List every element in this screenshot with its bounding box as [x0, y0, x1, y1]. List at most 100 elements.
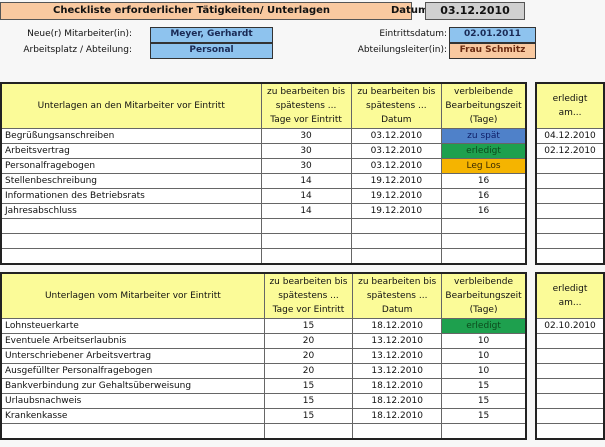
status-cell: 15 — [441, 378, 527, 394]
table-row — [535, 423, 605, 440]
item-name: Informationen des Betriebsrats — [0, 188, 262, 204]
table-row: Arbeitsvertrag 30 03.12.2010 erledigt — [0, 143, 527, 159]
tage-cell[interactable]: 15 — [263, 318, 354, 334]
erledigt-cell[interactable]: 02.12.2010 — [535, 143, 605, 159]
erledigt-cell[interactable] — [535, 233, 605, 249]
table-title: Unterlagen an den Mitarbeiter vor Eintri… — [0, 82, 262, 129]
item-name — [0, 218, 262, 234]
table-row: Ausgefüllter Personalfragebogen 20 13.12.2… — [0, 363, 527, 379]
item-name — [0, 233, 262, 249]
column-header: zu bearbeiten bis spätestens ... Datum — [352, 272, 443, 319]
table-row: Unterschriebener Arbeitsvertrag 20 13.12.2… — [0, 348, 527, 364]
tage-cell[interactable]: 15 — [263, 408, 354, 424]
erledigt-cell[interactable] — [535, 363, 605, 379]
leiter-field[interactable]: Frau Schmitz — [449, 43, 536, 59]
table-row: Personalfragebogen 30 03.12.2010 Leg Los — [0, 158, 527, 174]
datum-label: Datum: — [391, 5, 433, 16]
page-title: Checkliste erforderlicher Tätigkeiten/ U… — [53, 5, 331, 16]
item-name — [0, 423, 265, 440]
item-name: Bankverbindung zur Gehaltsüberweisung — [0, 378, 265, 394]
table-row — [535, 378, 605, 394]
abteilung-field[interactable]: Personal — [150, 43, 273, 59]
tage-cell[interactable]: 14 — [260, 173, 352, 189]
erledigt-cell[interactable] — [535, 333, 605, 349]
datum-cell: 03.12.2010 — [350, 158, 443, 174]
status-cell: 10 — [441, 348, 527, 364]
tage-cell[interactable] — [260, 233, 352, 249]
status-cell: 15 — [441, 408, 527, 424]
tage-cell[interactable]: 15 — [263, 393, 354, 409]
tage-cell[interactable] — [260, 218, 352, 234]
table-row: Urlaubsnachweis 15 18.12.2010 15 — [0, 393, 527, 409]
erledigt-cell[interactable] — [535, 158, 605, 174]
erledigt-cell[interactable] — [535, 408, 605, 424]
table-row: Bankverbindung zur Gehaltsüberweisung 15 1… — [0, 378, 527, 394]
status-cell: erledigt — [441, 143, 527, 159]
erledigt-cell[interactable] — [535, 188, 605, 204]
erledigt-table-2: erledigt am... 02.10.2010 — [535, 272, 605, 440]
erledigt-cell[interactable] — [535, 393, 605, 409]
table-row — [535, 408, 605, 424]
table-row — [0, 233, 527, 249]
status-cell — [441, 218, 527, 234]
tage-cell[interactable]: 14 — [260, 188, 352, 204]
datum-cell: 19.12.2010 — [350, 203, 443, 219]
tage-cell[interactable]: 15 — [263, 378, 354, 394]
erledigt-cell[interactable] — [535, 423, 605, 440]
tage-cell[interactable] — [260, 248, 352, 265]
status-cell: zu spät — [441, 128, 527, 144]
status-cell: erledigt — [441, 318, 527, 334]
mitarbeiter-label: Neue(r) Mitarbeiter(in): — [27, 29, 132, 39]
table-row — [535, 393, 605, 409]
datum-value[interactable]: 03.12.2010 — [425, 2, 525, 20]
datum-cell — [352, 423, 443, 440]
tage-cell[interactable]: 20 — [263, 348, 354, 364]
tage-cell[interactable]: 30 — [260, 128, 352, 144]
tage-cell[interactable]: 20 — [263, 333, 354, 349]
eintritt-label: Eintrittsdatum: — [379, 29, 447, 39]
erledigt-cell[interactable] — [535, 378, 605, 394]
column-header: verbleibende Bearbeitungszeit (Tage) — [441, 272, 527, 319]
datum-cell: 13.12.2010 — [352, 363, 443, 379]
item-name: Unterschriebener Arbeitsvertrag — [0, 348, 265, 364]
table-row — [535, 173, 605, 189]
erledigt-cell[interactable] — [535, 248, 605, 265]
header-row: erledigt am... — [535, 82, 605, 129]
header-row: Unterlagen vom Mitarbeiter vor Eintritt z… — [0, 272, 527, 319]
table-row: Jahresabschluss 14 19.12.2010 16 — [0, 203, 527, 219]
mitarbeiter-field[interactable]: Meyer, Gerhardt — [150, 27, 273, 43]
erledigt-cell[interactable]: 02.10.2010 — [535, 318, 605, 334]
datum-cell: 13.12.2010 — [352, 348, 443, 364]
tage-cell[interactable]: 20 — [263, 363, 354, 379]
item-name: Begrüßungsanschreiben — [0, 128, 262, 144]
datum-cell: 18.12.2010 — [352, 408, 443, 424]
table-row: Informationen des Betriebsrats 14 19.12.20… — [0, 188, 527, 204]
eintritt-field[interactable]: 02.01.2011 — [449, 27, 536, 43]
table-row — [535, 158, 605, 174]
erledigt-cell[interactable] — [535, 203, 605, 219]
erledigt-cell[interactable] — [535, 173, 605, 189]
datum-cell: 03.12.2010 — [350, 143, 443, 159]
erledigt-cell[interactable]: 04.12.2010 — [535, 128, 605, 144]
erledigt-cell[interactable] — [535, 348, 605, 364]
datum-cell: 18.12.2010 — [352, 318, 443, 334]
item-name: Ausgefüllter Personalfragebogen — [0, 363, 265, 379]
datum-cell: 19.12.2010 — [350, 188, 443, 204]
table-row: Stellenbeschreibung 14 19.12.2010 16 — [0, 173, 527, 189]
table-row — [535, 203, 605, 219]
table-title: Unterlagen vom Mitarbeiter vor Eintritt — [0, 272, 265, 319]
erledigt-cell[interactable] — [535, 218, 605, 234]
table-row — [535, 248, 605, 265]
table-row — [535, 188, 605, 204]
tage-cell[interactable]: 14 — [260, 203, 352, 219]
tage-cell[interactable]: 30 — [260, 158, 352, 174]
header-row: Unterlagen an den Mitarbeiter vor Eintri… — [0, 82, 527, 129]
table-row — [535, 333, 605, 349]
table-row: 02.10.2010 — [535, 318, 605, 334]
datum-cell — [350, 233, 443, 249]
table-row: Krankenkasse 15 18.12.2010 15 — [0, 408, 527, 424]
tage-cell[interactable] — [263, 423, 354, 440]
tage-cell[interactable]: 30 — [260, 143, 352, 159]
abteilung-label: Arbeitsplatz / Abteilung: — [23, 45, 132, 55]
item-name — [0, 248, 262, 265]
